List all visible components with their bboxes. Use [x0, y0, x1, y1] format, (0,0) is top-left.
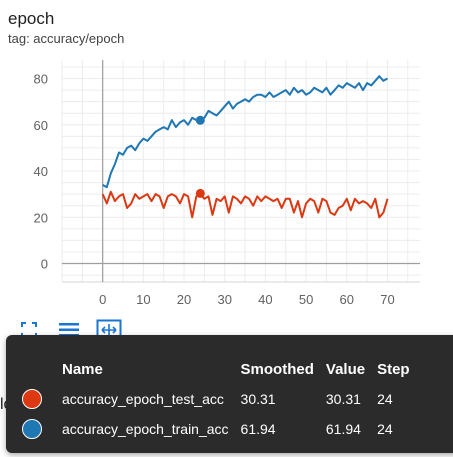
tooltip-row-test: accuracy_epoch_test_acc 30.31 30.31 24	[22, 384, 422, 414]
x-tick-label: 30	[217, 292, 231, 307]
y-tick-label: 40	[34, 164, 48, 179]
header-name: Name	[62, 361, 103, 378]
row-smoothed: 30.31	[240, 391, 276, 407]
fullscreen-icon[interactable]	[16, 319, 42, 341]
hover-point-accuracy_epoch_train_acc[interactable]	[195, 115, 205, 125]
x-tick-label: 20	[177, 292, 191, 307]
y-tick-label: 80	[34, 72, 48, 87]
card-tag: tag: accuracy/epoch	[8, 31, 125, 46]
row-name: accuracy_epoch_train_acc	[62, 421, 229, 437]
x-tick-label: 50	[299, 292, 313, 307]
header-smoothed: Smoothed	[240, 361, 314, 378]
swatch-cell	[22, 414, 62, 444]
x-tick-label: 60	[340, 292, 354, 307]
series-line-accuracy_epoch_test_acc[interactable]	[101, 190, 389, 219]
x-tick-label: 0	[99, 292, 106, 307]
swatch-cell	[22, 384, 62, 414]
row-smoothed: 61.94	[240, 421, 276, 437]
card-title: epoch	[8, 9, 55, 28]
row-value: 61.94	[325, 421, 361, 437]
series-swatch-train	[22, 419, 42, 439]
y-tick-label: 60	[34, 118, 48, 133]
x-tick-label: 70	[380, 292, 394, 307]
series-line-accuracy_epoch_train_acc[interactable]	[102, 75, 388, 189]
line-chart[interactable]: 0 20 40 60 80 0 10 20 30 40 50 60 70	[0, 52, 453, 314]
row-name: accuracy_epoch_test_acc	[62, 391, 224, 407]
row-value: 30.31	[325, 391, 361, 407]
row-step: 24	[377, 421, 393, 437]
data-tooltip: Name Smoothed Value Step accuracy_epoch_…	[6, 335, 453, 453]
header-value: Value	[325, 361, 366, 378]
header-swatch	[22, 357, 62, 384]
series-swatch-test	[22, 389, 42, 409]
hover-point-accuracy_epoch_test_acc[interactable]	[195, 188, 205, 198]
row-step: 24	[377, 391, 393, 407]
x-tick-label: 40	[258, 292, 272, 307]
y-tick-label: 20	[34, 210, 48, 225]
tooltip-row-train: accuracy_epoch_train_acc 61.94 61.94 24	[22, 414, 422, 444]
header-step: Step	[377, 361, 410, 378]
tooltip-table: Name Smoothed Value Step accuracy_epoch_…	[22, 357, 422, 444]
y-tick-label: 0	[41, 257, 48, 272]
x-tick-label: 10	[136, 292, 150, 307]
tooltip-header-row: Name Smoothed Value Step	[22, 357, 422, 384]
